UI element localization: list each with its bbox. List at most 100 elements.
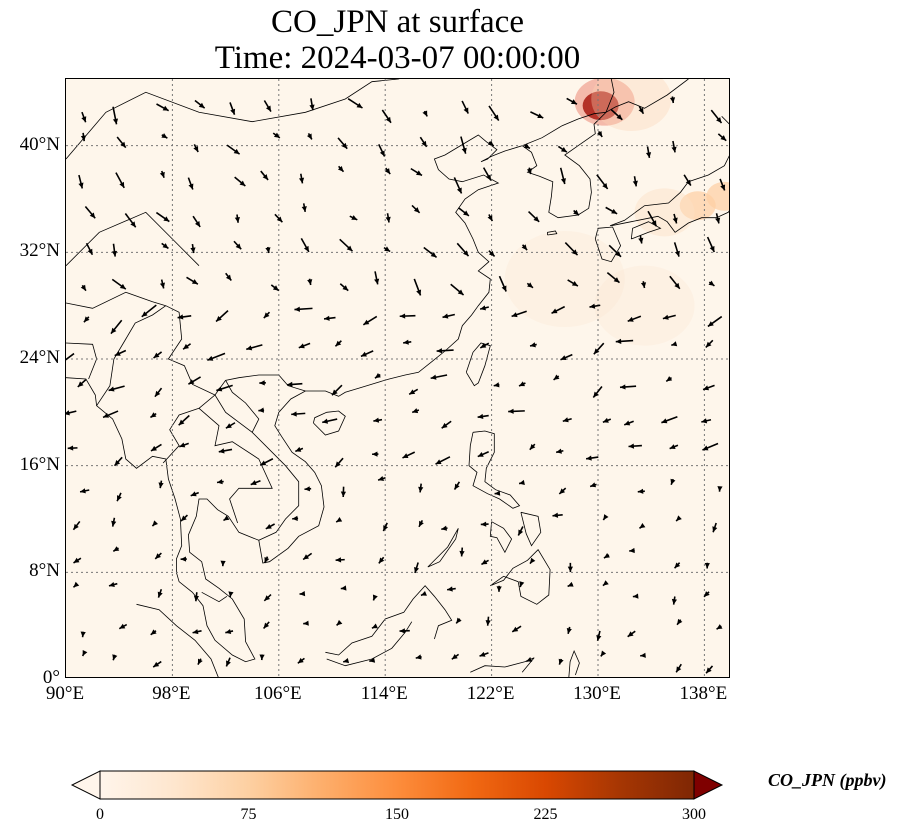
wind-arrow — [309, 98, 315, 111]
wind-arrow — [218, 448, 233, 454]
border-china-russia — [605, 79, 615, 113]
wind-arrow — [118, 623, 128, 630]
wind-arrow — [629, 547, 635, 554]
wind-arrow — [704, 562, 710, 569]
wind-arrow — [374, 271, 380, 285]
wind-arrow — [566, 626, 572, 635]
wind-arrow — [399, 628, 410, 634]
lat-tick-label: 24°N — [19, 347, 60, 368]
wind-arrow — [673, 562, 681, 569]
wind-arrow — [177, 314, 192, 320]
wind-arrow — [263, 594, 272, 602]
coast-mindanao — [490, 549, 551, 605]
wind-arrow — [299, 590, 306, 597]
wind-arrow — [323, 315, 336, 321]
wind-arrow — [461, 100, 469, 114]
wind-arrow — [260, 170, 269, 181]
wind-arrow — [153, 351, 163, 359]
wind-arrow — [560, 353, 573, 361]
wind-arrow — [262, 621, 270, 630]
wind-arrow — [708, 280, 715, 287]
wind-arrow — [671, 140, 677, 153]
plume-northeast — [591, 79, 672, 131]
lon-tick-label: 106°E — [253, 683, 302, 704]
wind-arrow — [628, 443, 642, 449]
wind-arrow — [553, 374, 560, 381]
wind-arrow — [297, 657, 305, 664]
wind-arrow — [408, 388, 419, 396]
wind-arrow — [112, 654, 118, 661]
wind-arrow — [190, 491, 200, 497]
wind-arrow — [335, 557, 345, 563]
wind-arrow — [336, 619, 343, 626]
border-china-myanmar — [165, 305, 306, 396]
wind-arrow — [360, 350, 374, 358]
wind-arrow — [229, 102, 236, 115]
plume-east-china-sea — [504, 231, 625, 327]
colorbar-extend-max — [693, 770, 724, 800]
lon-tick-label: 130°E — [573, 683, 621, 704]
wind-arrow — [477, 450, 489, 458]
coast-palawan — [427, 528, 459, 568]
wind-arrow — [423, 246, 438, 258]
wind-arrow — [705, 665, 714, 674]
wind-arrow — [263, 311, 271, 319]
wind-arrow — [459, 547, 465, 557]
wind-arrow — [706, 236, 715, 253]
border-malay — [201, 591, 228, 603]
wind-arrow — [638, 523, 646, 529]
wind-arrow — [80, 284, 87, 292]
wind-arrow — [602, 580, 609, 587]
wind-arrow — [349, 215, 358, 221]
wind-arrow — [111, 243, 118, 257]
coast-shikoku — [630, 221, 662, 240]
wind-arrow — [158, 480, 164, 489]
wind-arrow — [374, 372, 381, 379]
wind-arrow — [414, 562, 420, 574]
coast-taiwan — [465, 342, 491, 387]
wind-arrow — [508, 408, 525, 414]
wind-arrow — [378, 144, 386, 157]
wind-arrow — [372, 451, 379, 457]
wind-arrow — [216, 384, 233, 392]
wind-arrow — [383, 246, 391, 253]
wind-arrow — [493, 382, 500, 388]
wind-arrow — [270, 284, 280, 292]
wind-arrow — [295, 446, 304, 453]
wind-arrow — [518, 479, 525, 486]
wind-arrow — [72, 581, 80, 588]
border-bangladesh — [66, 342, 98, 380]
wind-arrow — [233, 240, 242, 250]
wind-arrow — [415, 654, 422, 660]
wind-arrow — [377, 475, 386, 481]
wind-arrow — [152, 660, 162, 668]
coast-sumatra — [136, 603, 219, 677]
wind-arrow — [84, 205, 96, 219]
border-myanmar-thai — [162, 407, 200, 464]
wind-arrow — [306, 132, 313, 140]
wind-arrow — [411, 204, 421, 214]
wind-arrow — [702, 442, 719, 451]
wind-arrow — [615, 338, 634, 344]
wind-arrow — [192, 629, 202, 635]
wind-arrow — [78, 174, 84, 189]
wind-arrow — [623, 420, 634, 426]
colorbar — [70, 770, 724, 800]
wind-arrow — [719, 178, 726, 191]
lat-tick-label: 0° — [42, 667, 60, 688]
wind-arrow — [485, 616, 491, 626]
wind-arrow — [340, 585, 347, 591]
wind-arrow — [342, 658, 350, 664]
wind-arrow — [455, 617, 462, 624]
wind-arrow — [482, 167, 492, 181]
border-china-province — [66, 79, 399, 160]
wind-arrow — [453, 177, 463, 194]
wind-arrow — [265, 246, 271, 254]
wind-arrow — [707, 315, 723, 328]
wind-arrow — [150, 443, 162, 452]
wind-arrow — [717, 486, 723, 492]
wind-arrow — [441, 420, 452, 429]
colorbar-tick-label: 150 — [385, 806, 409, 823]
wind-arrow — [521, 244, 528, 251]
wind-arrow — [298, 173, 305, 184]
